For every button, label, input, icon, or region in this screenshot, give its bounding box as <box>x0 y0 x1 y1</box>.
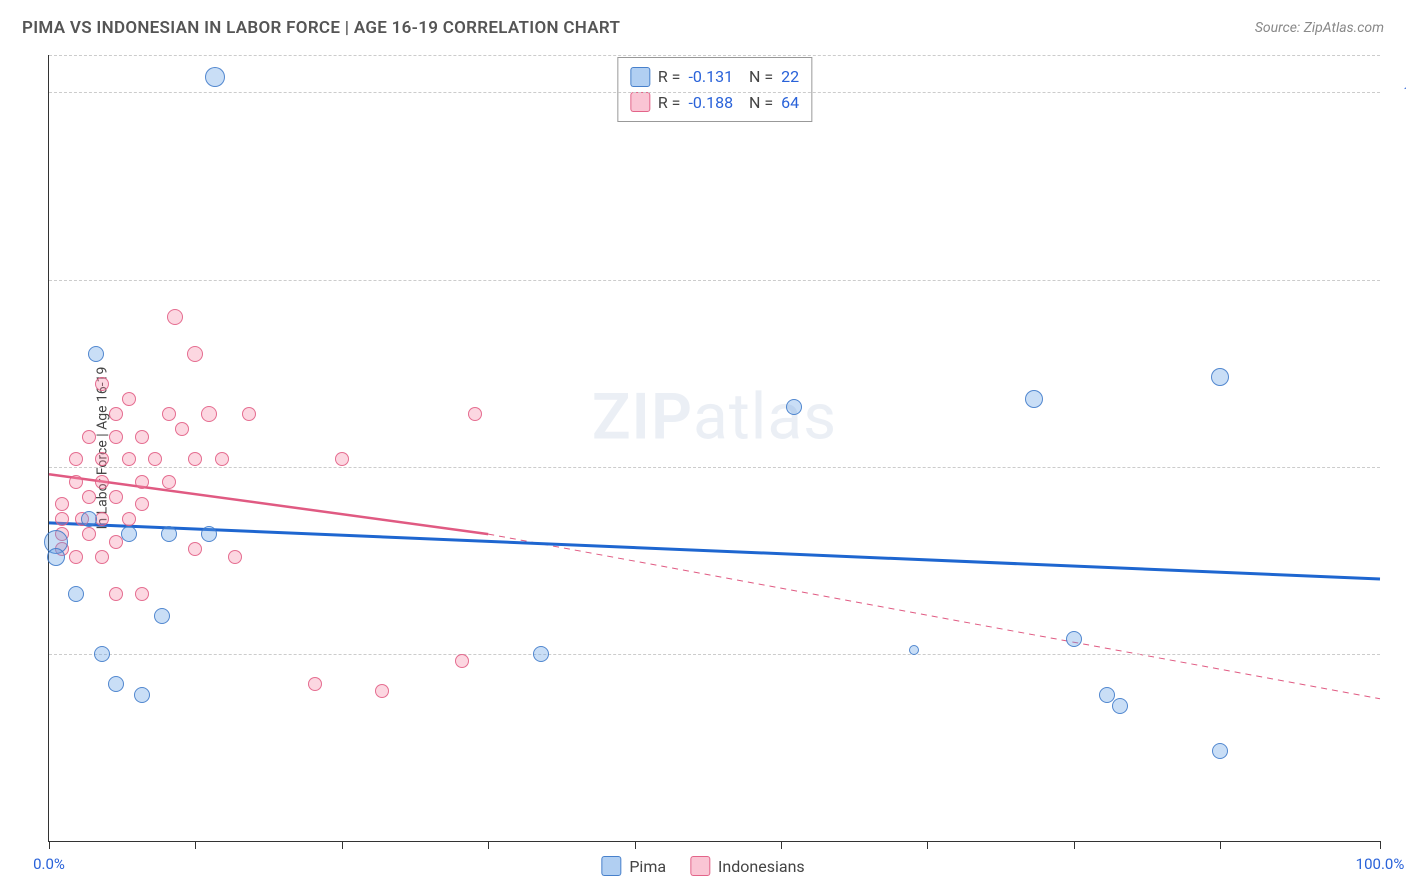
series-legend-item: Pima <box>601 856 666 876</box>
y-tick-label: 100.0% <box>1388 83 1406 101</box>
data-point-pink <box>135 497 149 511</box>
data-point-blue <box>68 586 84 602</box>
x-tick-label: 0.0% <box>33 855 65 873</box>
data-point-pink <box>187 346 203 362</box>
data-point-blue <box>201 526 217 542</box>
x-tick <box>49 841 50 849</box>
y-tick-label: 75.0% <box>1388 271 1406 289</box>
data-point-blue <box>786 399 802 415</box>
data-point-pink <box>148 452 162 466</box>
data-point-pink <box>335 452 349 466</box>
x-tick <box>781 841 782 849</box>
data-point-pink <box>188 542 202 556</box>
stats-legend-row: R = -0.188 N = 64 <box>630 90 799 116</box>
data-point-blue <box>1025 390 1043 408</box>
x-tick <box>927 841 928 849</box>
data-point-pink <box>109 407 123 421</box>
data-point-blue <box>1099 687 1115 703</box>
data-point-blue <box>205 67 225 87</box>
gridline <box>49 92 1380 93</box>
data-point-blue <box>533 646 549 662</box>
data-point-pink <box>135 475 149 489</box>
data-point-pink <box>242 407 256 421</box>
data-point-pink <box>95 512 109 526</box>
data-point-blue <box>1112 698 1128 714</box>
chart-title: PIMA VS INDONESIAN IN LABOR FORCE | AGE … <box>22 18 620 38</box>
data-point-pink <box>201 406 217 422</box>
data-point-pink <box>69 452 83 466</box>
x-tick <box>1380 841 1381 849</box>
data-point-blue <box>1211 368 1229 386</box>
data-point-pink <box>308 677 322 691</box>
data-point-pink <box>188 452 202 466</box>
data-point-pink <box>175 422 189 436</box>
data-point-blue <box>161 526 177 542</box>
gridline <box>49 280 1380 281</box>
stats-legend: R = -0.131 N = 22R = -0.188 N = 64 <box>617 57 812 122</box>
x-tick <box>488 841 489 849</box>
data-point-pink <box>109 587 123 601</box>
data-point-blue <box>47 548 65 566</box>
data-point-blue <box>121 526 137 542</box>
data-point-blue <box>1066 631 1082 647</box>
data-point-pink <box>95 475 109 489</box>
x-tick <box>1074 841 1075 849</box>
data-point-pink <box>122 452 136 466</box>
x-tick <box>1220 841 1221 849</box>
data-point-pink <box>69 475 83 489</box>
data-point-blue <box>154 608 170 624</box>
legend-swatch <box>601 856 621 876</box>
data-point-pink <box>455 654 469 668</box>
x-tick <box>342 841 343 849</box>
x-tick-label: 100.0% <box>1356 855 1405 873</box>
data-point-pink <box>82 490 96 504</box>
x-tick <box>635 841 636 849</box>
data-point-pink <box>162 407 176 421</box>
x-tick <box>195 841 196 849</box>
data-point-pink <box>468 407 482 421</box>
source-attribution: Source: ZipAtlas.com <box>1255 20 1384 36</box>
data-point-pink <box>375 684 389 698</box>
legend-swatch <box>690 856 710 876</box>
data-point-pink <box>82 430 96 444</box>
data-point-pink <box>215 452 229 466</box>
data-point-blue <box>909 645 919 655</box>
data-point-pink <box>109 430 123 444</box>
data-point-pink <box>228 550 242 564</box>
data-point-blue <box>94 646 110 662</box>
gridline <box>49 467 1380 468</box>
data-point-pink <box>135 587 149 601</box>
data-point-blue <box>134 687 150 703</box>
series-legend: Pima Indonesians <box>601 856 804 876</box>
data-point-pink <box>122 512 136 526</box>
data-point-pink <box>122 392 136 406</box>
data-point-pink <box>95 452 109 466</box>
data-point-blue <box>81 511 97 527</box>
data-point-blue <box>88 346 104 362</box>
stats-legend-row: R = -0.131 N = 22 <box>630 64 799 90</box>
y-tick-label: 25.0% <box>1388 645 1406 663</box>
gridline <box>49 654 1380 655</box>
scatter-chart: In Labor Force | Age 16-19 ZIPatlas R = … <box>48 55 1380 842</box>
trend-lines <box>49 55 1380 841</box>
series-legend-item: Indonesians <box>690 856 805 876</box>
data-point-pink <box>162 475 176 489</box>
legend-swatch <box>630 92 650 112</box>
data-point-blue <box>1212 743 1228 759</box>
y-tick-label: 50.0% <box>1388 458 1406 476</box>
data-point-pink <box>55 512 69 526</box>
data-point-blue <box>108 676 124 692</box>
legend-swatch <box>630 67 650 87</box>
data-point-pink <box>109 490 123 504</box>
data-point-pink <box>167 309 183 325</box>
data-point-pink <box>55 497 69 511</box>
data-point-pink <box>95 550 109 564</box>
data-point-pink <box>95 377 109 391</box>
data-point-pink <box>69 550 83 564</box>
data-point-pink <box>82 527 96 541</box>
watermark: ZIPatlas <box>592 379 837 454</box>
data-point-pink <box>135 430 149 444</box>
